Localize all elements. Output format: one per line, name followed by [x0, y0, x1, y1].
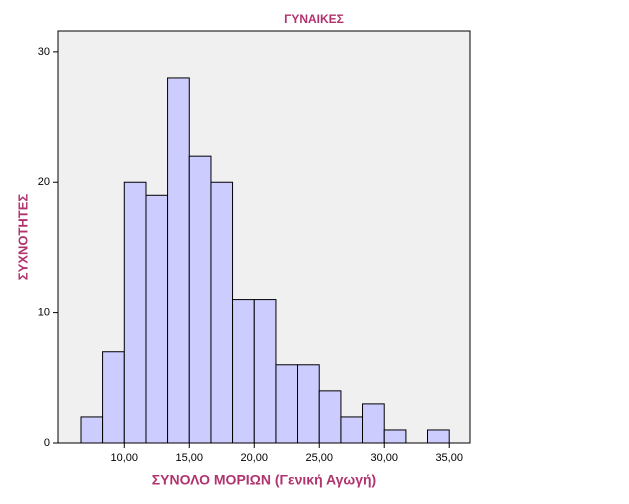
- x-tick-label: 25,00: [305, 452, 333, 464]
- bar: [123, 181, 147, 444]
- bar: [427, 429, 450, 444]
- bar: [253, 299, 277, 444]
- y-tick-label: 0: [44, 437, 50, 449]
- x-tick-label: 10,00: [111, 452, 139, 464]
- bar: [102, 351, 125, 444]
- y-tick-label: 10: [38, 307, 50, 319]
- y-axis-label: ΣΥΧΝΟΤΗΤΕΣ: [15, 194, 30, 281]
- bar: [297, 364, 320, 444]
- bar: [383, 429, 407, 444]
- bar: [167, 77, 190, 444]
- y-tick-label: 20: [38, 176, 50, 188]
- bar: [340, 416, 364, 444]
- x-axis-label: ΣΥΝΟΛΟ ΜΟΡΙΩΝ (Γενική Αγωγή): [152, 472, 376, 488]
- bar: [362, 403, 385, 444]
- bar: [145, 194, 169, 444]
- x-tick-label: 35,00: [435, 452, 463, 464]
- bar: [210, 181, 234, 444]
- x-tick-label: 30,00: [370, 452, 398, 464]
- bar: [275, 364, 299, 444]
- x-tick-label: 15,00: [176, 452, 204, 464]
- y-tick-label: 30: [38, 46, 50, 58]
- bar: [188, 155, 212, 444]
- x-tick-label: 20,00: [240, 452, 268, 464]
- bar: [318, 390, 342, 444]
- chart-title: ΓΥΝΑΙΚΕΣ: [284, 12, 344, 26]
- bar: [232, 299, 255, 444]
- bar: [80, 416, 104, 444]
